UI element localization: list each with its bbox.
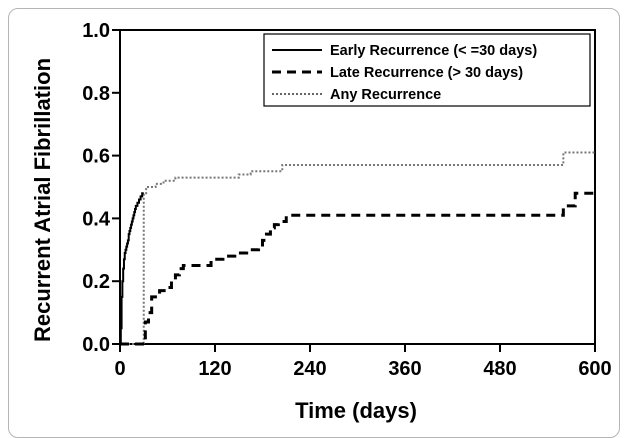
x-axis: 0 120 240 360 480 600: [114, 344, 612, 380]
y-tick-label: 1.0: [82, 20, 110, 42]
legend-label-early: Early Recurrence (< =30 days): [330, 43, 537, 59]
series-layer: [119, 151, 595, 346]
plot-area-border: [119, 29, 596, 345]
x-tick-label: 600: [578, 358, 611, 380]
x-tick-label: 240: [293, 358, 326, 380]
y-tick-label: 0.8: [82, 83, 110, 105]
y-tick-label: 0.4: [82, 208, 111, 230]
x-axis-title: Time (days): [295, 398, 417, 423]
x-tick-label: 0: [114, 358, 125, 380]
legend-box: [263, 33, 591, 107]
y-axis: 0.0 0.2 0.4 0.6 0.8 1.0: [82, 20, 120, 356]
legend: Early Recurrence (< =30 days) Late Recur…: [263, 33, 591, 107]
legend-label-any: Any Recurrence: [330, 87, 441, 103]
series-early-recurrence: [119, 192, 144, 345]
y-tick-label: 0.0: [82, 334, 110, 356]
y-axis-title: Recurrent Atrial Fibrillation: [30, 58, 55, 342]
legend-label-late: Late Recurrence (> 30 days): [330, 65, 523, 81]
series-any-recurrence: [120, 151, 595, 345]
y-tick-label: 0.2: [82, 271, 110, 293]
series-late-recurrence: [120, 191, 595, 346]
x-tick-label: 360: [388, 358, 421, 380]
kaplan-meier-chart: 0.0 0.2 0.4 0.6 0.8 1.0 0 120 240 360 480 600 Recu…: [30, 20, 612, 423]
x-tick-label: 120: [198, 358, 231, 380]
x-tick-label: 480: [483, 358, 516, 380]
y-tick-label: 0.6: [82, 146, 110, 168]
